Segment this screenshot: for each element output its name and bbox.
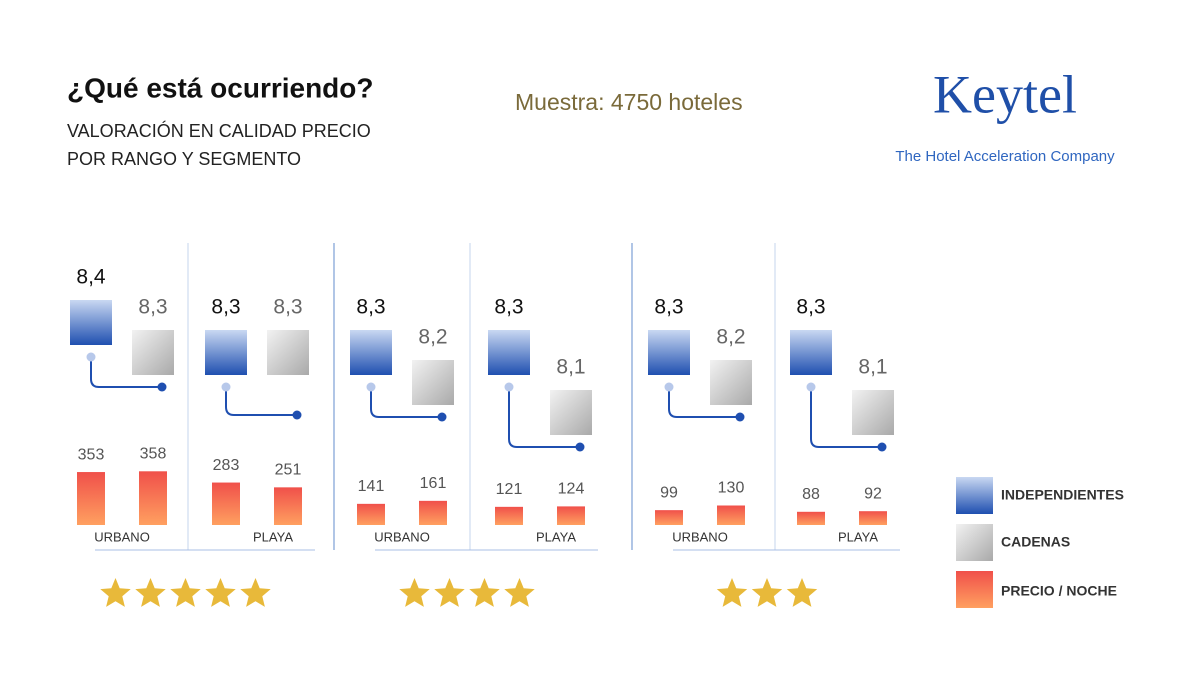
star (751, 578, 783, 607)
logo: Keytel (933, 64, 1077, 124)
chain-rating (852, 390, 894, 435)
legend-label: INDEPENDIENTES (1001, 487, 1124, 503)
connector-dot (504, 382, 514, 392)
connector-dot (437, 412, 447, 422)
independent-rating (70, 300, 112, 345)
segment-label: URBANO (94, 529, 150, 544)
star (469, 578, 500, 607)
connector (370, 387, 442, 418)
price-bar (495, 506, 523, 525)
price-label: 99 (660, 484, 678, 501)
price-label: 92 (864, 485, 882, 502)
chain-rating (710, 360, 752, 405)
star (100, 578, 131, 607)
connector-dot (366, 382, 376, 392)
connector-dot (575, 442, 585, 452)
legend-swatch (956, 571, 993, 608)
star (170, 578, 201, 607)
price-bar (419, 500, 447, 525)
independent-rating (790, 330, 832, 375)
price-bar (274, 487, 302, 525)
chain-rating (550, 390, 592, 435)
price-bar (212, 482, 240, 525)
independent-rating (350, 330, 392, 375)
rating-label: 8,1 (858, 356, 887, 379)
price-bar (717, 505, 745, 525)
price-label: 121 (496, 481, 523, 498)
segment-label: URBANO (374, 529, 430, 544)
price-label: 251 (275, 462, 302, 479)
subtitle: POR RANGO Y SEGMENTO (67, 149, 301, 169)
sample-size: Muestra: 4750 hoteles (515, 89, 743, 115)
star (716, 578, 748, 607)
price-bar (859, 511, 887, 525)
independent-rating (205, 330, 247, 375)
title: ¿Qué está ocurriendo? (67, 72, 374, 103)
star (786, 578, 818, 607)
segment-label: PLAYA (253, 529, 293, 544)
rating-label: 8,3 (356, 296, 385, 319)
star (399, 578, 430, 607)
rating-label: 8,2 (716, 326, 745, 349)
connector-dot (157, 382, 167, 392)
connector (668, 387, 740, 418)
star (434, 578, 465, 607)
price-label: 88 (802, 486, 820, 503)
connector-dot (86, 352, 96, 362)
connector (225, 387, 297, 416)
subtitle: VALORACIÓN EN CALIDAD PRECIO (67, 120, 371, 141)
price-bar (357, 503, 385, 525)
price-bar (77, 472, 105, 525)
rating-label: 8,2 (418, 326, 447, 349)
price-label: 161 (420, 475, 447, 492)
chain-rating (412, 360, 454, 405)
connector (508, 387, 580, 448)
rating-label: 8,4 (76, 266, 106, 289)
connector-dot (664, 382, 674, 392)
rating-label: 8,3 (273, 296, 302, 319)
rating-label: 8,3 (654, 296, 683, 319)
connector (810, 387, 882, 448)
price-label: 124 (558, 481, 585, 498)
independent-rating (648, 330, 690, 375)
segment-label: PLAYA (536, 529, 576, 544)
star (504, 578, 535, 607)
chain-rating (132, 330, 174, 375)
logo-tagline: The Hotel Acceleration Company (895, 148, 1115, 165)
connector-dot (806, 382, 816, 392)
chain-rating (267, 330, 309, 375)
segment-label: URBANO (672, 529, 728, 544)
star (240, 578, 271, 607)
connector-dot (292, 410, 302, 420)
price-bar (139, 471, 167, 525)
connector-dot (735, 412, 745, 422)
price-label: 353 (78, 446, 105, 463)
segment-label: PLAYA (838, 529, 878, 544)
price-bar (655, 510, 683, 525)
rating-label: 8,1 (556, 356, 585, 379)
independent-rating (488, 330, 530, 375)
legend-swatch (956, 524, 993, 561)
star (135, 578, 166, 607)
legend-label: PRECIO / NOCHE (1001, 583, 1117, 599)
price-label: 283 (213, 457, 240, 474)
connector-dot (877, 442, 887, 452)
price-label: 141 (358, 478, 385, 495)
rating-label: 8,3 (211, 296, 240, 319)
rating-label: 8,3 (138, 296, 167, 319)
connector (90, 357, 162, 388)
price-bar (797, 511, 825, 525)
price-label: 130 (718, 480, 745, 497)
connector-dot (221, 382, 231, 392)
rating-label: 8,3 (494, 296, 523, 319)
legend-swatch (956, 477, 993, 514)
price-label: 358 (140, 446, 167, 463)
legend-label: CADENAS (1001, 534, 1070, 550)
rating-label: 8,3 (796, 296, 825, 319)
price-bar (557, 506, 585, 525)
star (205, 578, 236, 607)
